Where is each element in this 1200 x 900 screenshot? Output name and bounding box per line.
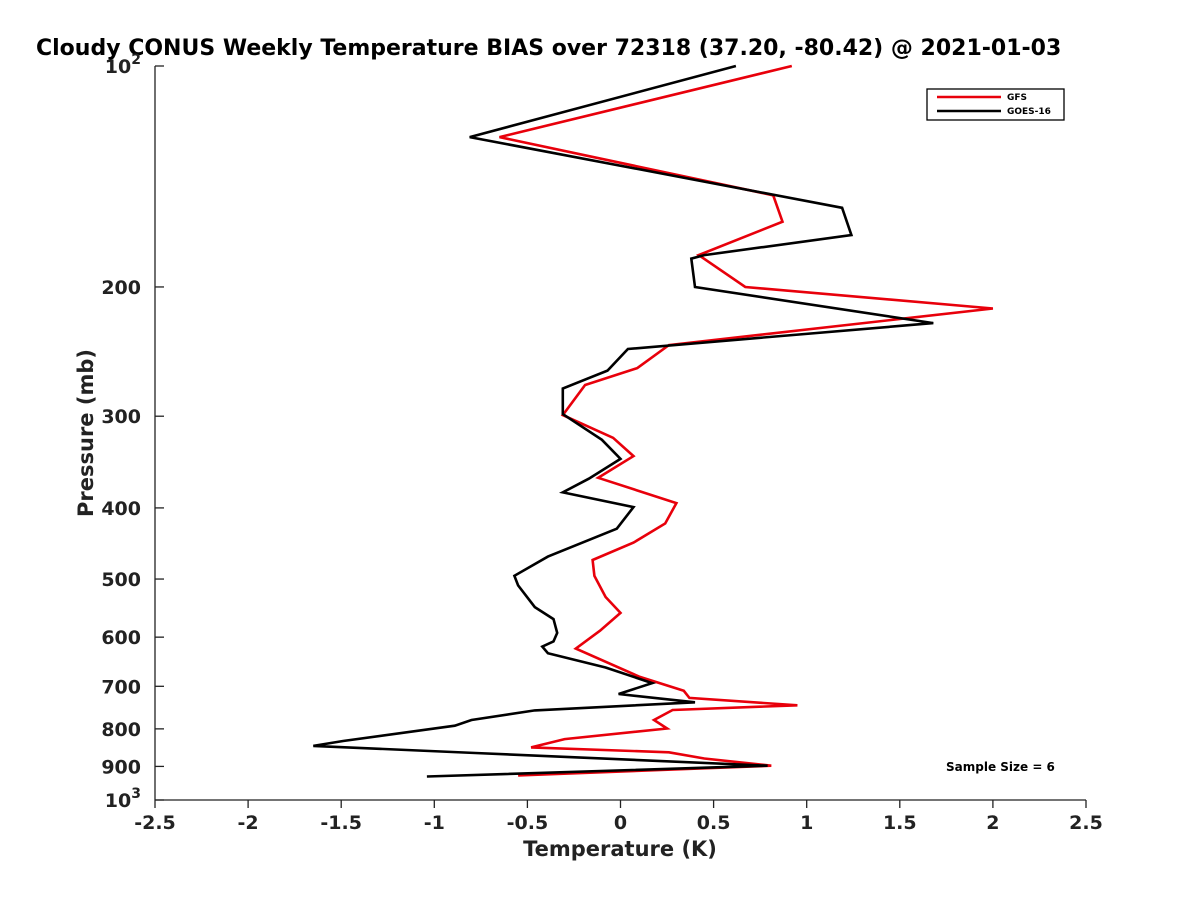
y-tick-label: 200 xyxy=(101,277,141,299)
x-tick-label: -2 xyxy=(238,812,259,834)
y-tick-label: 600 xyxy=(101,627,141,649)
legend-box xyxy=(926,88,1065,121)
series-line-gfs xyxy=(499,64,994,777)
chart-title: Cloudy CONUS Weekly Temperature BIAS ove… xyxy=(36,36,1061,61)
y-tick-label: 102 xyxy=(105,52,141,78)
y-tick-label: 900 xyxy=(101,756,141,778)
x-tick-label: 1 xyxy=(800,812,813,834)
x-axis-ticks: -2.5 -2 -1.5 -1 -0.5 0 0.5 1 1.5 2 2.5 xyxy=(134,800,1103,834)
x-tick-label: -2.5 xyxy=(134,812,176,834)
x-tick-label: 0.5 xyxy=(697,812,731,834)
x-tick-label: -0.5 xyxy=(507,812,549,834)
x-tick-label: 0 xyxy=(614,812,627,834)
x-tick-label: -1.5 xyxy=(320,812,362,834)
y-tick-base: 10 xyxy=(105,56,131,78)
y-tick-label: 700 xyxy=(101,676,141,698)
y-tick-base: 10 xyxy=(105,790,131,812)
y-tick-label: 400 xyxy=(101,498,141,520)
y-tick-label: 800 xyxy=(101,719,141,741)
legend-label-goes16: GOES-16 xyxy=(1007,107,1051,117)
y-tick-label: 103 xyxy=(105,786,141,812)
series-line-goes16 xyxy=(313,64,934,778)
x-tick-label: 2 xyxy=(986,812,999,834)
y-tick-exponent: 2 xyxy=(131,52,141,68)
series-layer xyxy=(313,64,994,778)
x-tick-label: 2.5 xyxy=(1069,812,1103,834)
x-tick-label: 1.5 xyxy=(883,812,917,834)
x-tick-label: -1 xyxy=(424,812,445,834)
legend-label-gfs: GFS xyxy=(1007,93,1027,103)
x-axis-label: Temperature (K) xyxy=(523,837,717,861)
y-tick-exponent: 3 xyxy=(131,786,141,802)
sample-size-annotation: Sample Size = 6 xyxy=(946,760,1055,774)
legend: GFS GOES-16 xyxy=(926,88,1065,121)
y-tick-label: 500 xyxy=(101,569,141,591)
y-tick-label: 300 xyxy=(101,406,141,428)
y-axis-label: Pressure (mb) xyxy=(74,349,98,517)
